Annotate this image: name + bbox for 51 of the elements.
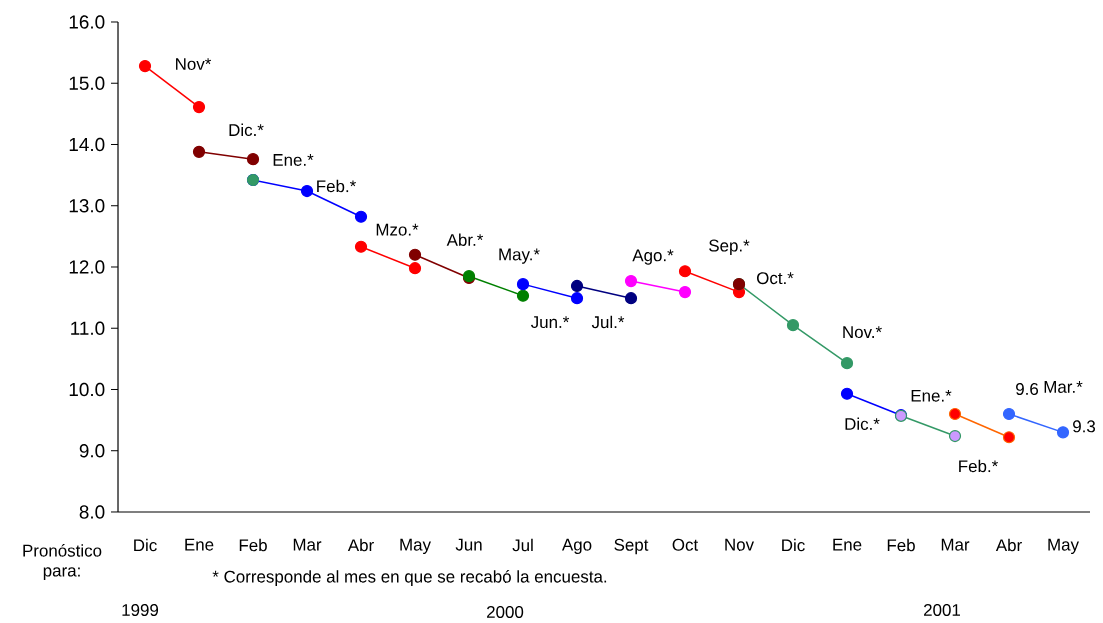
data-label: 9.6 — [1016, 382, 1039, 395]
y-tick-label: 9.0 — [79, 444, 105, 458]
x-tick-label: May — [1048, 538, 1079, 554]
x-tick-label: Nov — [725, 538, 754, 551]
y-tick-label: 15.0 — [69, 76, 105, 90]
x-tick-label: Mar — [293, 538, 322, 551]
x-tick-label: Oct — [672, 538, 699, 551]
y-tick-label: 13.0 — [69, 199, 105, 213]
series-label: Jul.* — [591, 315, 625, 329]
data-label: 9.3 — [1073, 420, 1096, 433]
series-label: Feb.* — [317, 179, 356, 193]
series-label: Nov* — [176, 58, 212, 70]
x-tick-label: Ene — [185, 538, 214, 551]
x-tick-label: Ago — [561, 538, 592, 554]
x-tick-label: Jul — [512, 538, 533, 552]
y-tick-label: 11.0 — [71, 321, 105, 335]
x-tick-label: Feb — [239, 538, 267, 552]
series-label: Dic.* — [229, 123, 264, 137]
text: * Corresponde al mes en que se recabó la encuesta. — [212, 569, 607, 586]
series-label: Sep.* — [709, 239, 750, 255]
x-tick-label: Mar — [941, 538, 970, 551]
text: Pronóstico para: — [23, 544, 102, 580]
series-label: Jun.* — [530, 316, 570, 329]
series-label: Feb.* — [959, 459, 998, 473]
series-label: Mzo.* — [376, 223, 419, 236]
text: 1999 — [122, 603, 159, 616]
y-tick-label: 16.0 — [69, 15, 105, 29]
x-tick-label: Abr — [347, 538, 374, 552]
x-tick-label: Ene — [833, 538, 862, 551]
y-tick-label: 14.0 — [69, 137, 105, 152]
series-label: Ene.* — [911, 389, 952, 402]
series-label: Abr.* — [446, 233, 484, 246]
x-tick-label: Jun — [455, 538, 482, 551]
series-label: Ene.* — [273, 154, 314, 166]
text: 2001 — [924, 603, 961, 616]
series-label: Ago.* — [632, 249, 674, 265]
x-tick-label: May — [400, 538, 431, 554]
series-label: Dic.* — [845, 417, 880, 430]
y-tick-label: 12.0 — [69, 260, 105, 274]
series-label: Oct.* — [756, 272, 794, 285]
y-tick-label: 10.0 — [69, 382, 105, 397]
series-label: Mar.* — [1044, 381, 1083, 393]
y-tick-label: 8.0 — [79, 505, 105, 519]
series-label: May.* — [499, 248, 540, 264]
x-tick-label: Dic — [782, 538, 805, 552]
text: 2000 — [487, 605, 524, 618]
x-tick-label: Feb — [887, 538, 915, 552]
series-label: Nov.* — [843, 326, 882, 339]
x-tick-label: Dic — [134, 538, 157, 552]
x-tick-label: Abr — [995, 538, 1022, 552]
x-tick-label: Sept — [614, 538, 649, 555]
